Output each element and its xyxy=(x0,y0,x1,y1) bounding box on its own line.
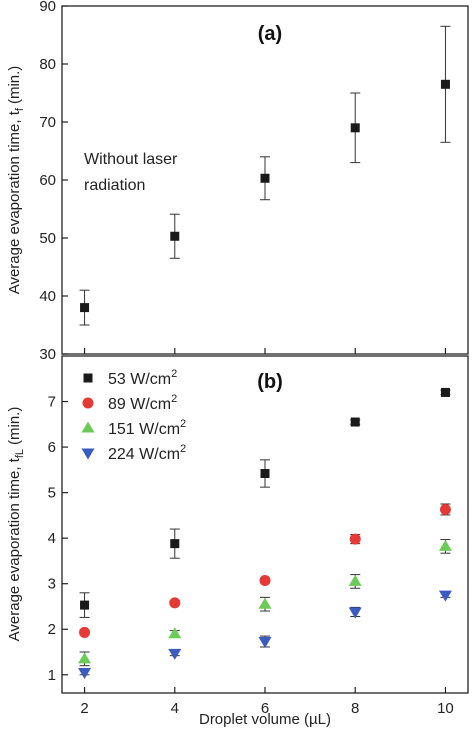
series-3 xyxy=(78,539,452,667)
y-tick-label: 30 xyxy=(39,346,56,363)
data-point xyxy=(348,607,362,619)
y-tick-label: 70 xyxy=(39,114,56,131)
legend-label-superscript: 2 xyxy=(171,368,177,380)
panel-a-marks xyxy=(79,25,451,326)
series-1 xyxy=(79,387,451,618)
data-point xyxy=(440,387,450,397)
legend-label: 89 W/cm2 xyxy=(108,393,177,413)
data-point xyxy=(78,668,92,680)
panel-a-ylabel: Average evaporation time, t xyxy=(6,110,23,294)
y-tick-label: 60 xyxy=(39,172,56,189)
panel-b-y-ticks: 1 2 3 4 5 6 7 xyxy=(48,394,68,684)
panel-b-ylabel-subscript: fL xyxy=(14,449,26,458)
legend-label-superscript: 2 xyxy=(171,393,177,405)
legend-label-text: 224 W/cm xyxy=(108,446,180,463)
legend-marker xyxy=(82,397,94,409)
y-tick-label: 90 xyxy=(39,0,56,15)
legend-marker xyxy=(83,373,93,383)
panel-b-ylabel-unit: (min.) xyxy=(6,407,23,445)
y-tick-label: 2 xyxy=(48,621,56,638)
x-tick-label: 10 xyxy=(437,700,454,717)
data-point xyxy=(350,123,360,133)
y-tick-label: 80 xyxy=(39,56,56,73)
panel-a-y-ticks: 30 40 50 60 70 80 90 xyxy=(39,0,68,363)
data-point xyxy=(170,231,180,241)
panel-a-x-ticks xyxy=(83,348,447,354)
legend-label-text: 151 W/cm xyxy=(108,421,180,438)
data-point xyxy=(348,574,362,586)
data-point xyxy=(350,417,360,427)
legend-marker xyxy=(81,448,95,460)
panel-a-ylabel-subscript: f xyxy=(14,107,26,111)
data-point xyxy=(168,627,182,639)
data-point xyxy=(80,303,90,313)
data-point xyxy=(169,597,181,609)
data-point xyxy=(80,600,90,610)
panel-b-label: (b) xyxy=(257,371,283,393)
legend-marker xyxy=(81,421,95,433)
y-tick-label: 7 xyxy=(48,394,56,411)
data-point xyxy=(349,533,361,545)
data-point xyxy=(440,79,450,89)
x-tick-label: 8 xyxy=(351,700,359,717)
data-point xyxy=(260,468,270,478)
data-point xyxy=(259,575,271,587)
annotation-line-2: radiation xyxy=(84,177,145,194)
y-tick-label: 4 xyxy=(48,530,56,547)
y-tick-label: 6 xyxy=(48,439,56,456)
annotation-line-1: Without laser xyxy=(84,151,178,168)
legend-label-text: 89 W/cm xyxy=(108,396,171,413)
x-axis-title: Droplet volume (µL) xyxy=(199,711,331,728)
data-point xyxy=(438,590,452,602)
series-2 xyxy=(79,503,451,638)
panel-a: 30 40 50 60 70 80 90 (a) Without laser radiati… xyxy=(6,0,469,363)
x-tick-label: 4 xyxy=(171,700,179,717)
legend-label-text: 53 W/cm xyxy=(108,371,171,388)
panel-a-ylabel-unit: (min.) xyxy=(6,66,23,104)
legend-label: 151 W/cm2 xyxy=(108,418,186,438)
series-1 xyxy=(79,25,451,326)
panel-b-y-axis-title: Average evaporation time, tfL (min.) xyxy=(6,407,26,642)
data-point xyxy=(79,626,91,638)
y-tick-label: 5 xyxy=(48,485,56,502)
data-point xyxy=(78,652,92,664)
legend-label: 224 W/cm2 xyxy=(108,443,186,463)
legend-label-superscript: 2 xyxy=(180,418,186,430)
y-tick-label: 1 xyxy=(48,667,56,684)
data-point xyxy=(438,539,452,551)
data-point xyxy=(170,539,180,549)
panel-a-y-axis-title: Average evaporation time, tf (min.) xyxy=(6,66,26,295)
legend-label-superscript: 2 xyxy=(180,443,186,455)
y-tick-label: 50 xyxy=(39,230,56,247)
series-4 xyxy=(78,590,452,680)
panel-b-ylabel: Average evaporation time, t xyxy=(6,457,23,641)
panel-b-marks xyxy=(78,387,452,680)
data-point xyxy=(258,597,272,609)
legend-label: 53 W/cm2 xyxy=(108,368,177,388)
x-tick-label: 2 xyxy=(80,700,88,717)
panel-a-label: (a) xyxy=(258,23,282,45)
y-tick-label: 40 xyxy=(39,288,56,305)
x-tick-label: 6 xyxy=(261,700,269,717)
data-point xyxy=(258,637,272,649)
y-tick-label: 3 xyxy=(48,576,56,593)
data-point xyxy=(439,503,451,515)
panel-b-x-ticks: 2 4 6 8 10 xyxy=(80,687,454,717)
data-point xyxy=(260,173,270,183)
data-point xyxy=(168,648,182,660)
